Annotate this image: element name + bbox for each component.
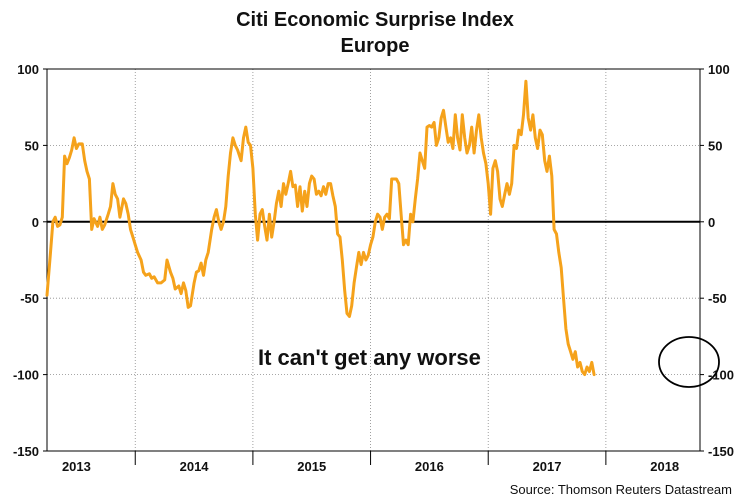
y-tick-label-right: -50	[708, 291, 727, 306]
x-tick-label: 2018	[650, 459, 679, 474]
x-tick-label: 2017	[533, 459, 562, 474]
x-tick-label: 2014	[180, 459, 210, 474]
x-tick-label: 2016	[415, 459, 444, 474]
y-tick-label-left: 100	[17, 62, 39, 77]
y-tick-label-left: -50	[20, 291, 39, 306]
x-tick-label: 2013	[62, 459, 91, 474]
axes: 100 100 50 50 0 0 -50 -50 -100 -100 -150 -150 2013 20…	[13, 62, 734, 474]
chart-title: Citi Economic Surprise Index	[236, 9, 514, 31]
x-tick-label: 2015	[297, 459, 326, 474]
plot-frame	[46, 68, 701, 452]
y-tick-label-left: 50	[25, 138, 39, 153]
series	[45, 79, 596, 377]
y-tick-label-left: -150	[13, 444, 39, 459]
annotation-circle	[658, 336, 720, 388]
y-tick-label-right: 50	[708, 138, 722, 153]
source-note: Source: Thomson Reuters Datastream	[510, 482, 732, 497]
grid	[47, 68, 700, 451]
y-tick-label-right: -100	[708, 368, 734, 383]
chart-subtitle: Europe	[341, 35, 410, 57]
y-tick-label-right: -150	[708, 444, 734, 459]
y-tick-label-left: 0	[32, 215, 39, 230]
annotation-text: It can't get any worse	[258, 345, 481, 370]
y-tick-label-right: 0	[708, 215, 715, 230]
y-tick-label-left: -100	[13, 368, 39, 383]
y-tick-label-right: 100	[708, 62, 730, 77]
series-line	[45, 79, 596, 377]
